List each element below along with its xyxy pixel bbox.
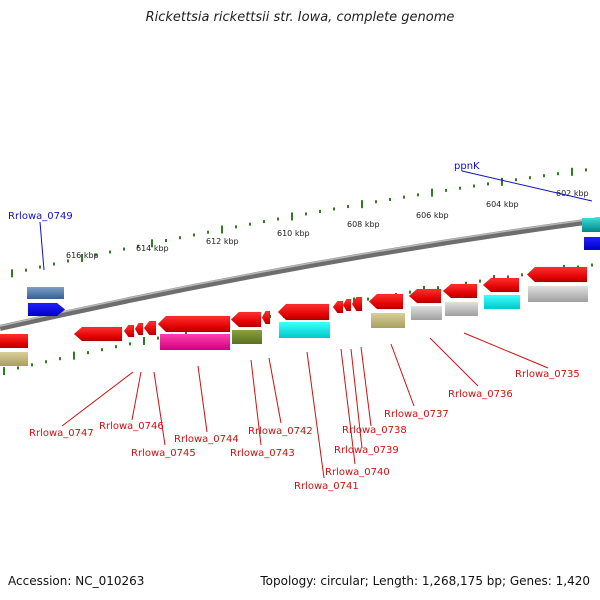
gene-feature-red [73,326,123,342]
leader-line [131,371,142,421]
gene-feature-red [0,334,28,348]
scale-tick-label: 606 kbp [416,211,449,220]
cds-feature-khaki [371,313,405,328]
cds-feature-grey [528,286,588,302]
cds-feature-grey [411,306,442,320]
gene-label: Rrlowa_0741 [294,481,359,492]
gene-feature-red [332,300,344,314]
leader-line [250,359,262,446]
leader-line [153,371,166,446]
leader-line [340,348,356,465]
leader-line [268,357,282,424]
scale-tick-label: 612 kbp [206,237,239,246]
leader-line [61,371,134,427]
leader-line [306,351,325,479]
gene-label: Rrlowa_0743 [230,448,295,459]
leader-line [39,221,45,271]
cds-feature-magenta [160,334,230,350]
leader-line [197,365,208,433]
genome-summary-text: Topology: circular; Length: 1,268,175 bp… [260,574,590,588]
gene-feature-red [143,320,157,336]
gene-feature-red [368,293,404,310]
cds-feature-cyan [484,295,520,309]
gene-label: Rrlowa_0740 [325,467,390,478]
gene-feature-red [526,266,588,283]
scale-tick-label: 604 kbp [486,200,519,209]
gene-label: Rrlowa_0736 [448,389,513,400]
gene-feature-red [261,310,271,325]
scale-labels: 616 kbp 614 kbp 612 kbp 610 kbp 608 kbp 606 k… [66,189,589,260]
gene-features [0,218,600,366]
gene-feature-red [482,277,520,293]
gene-label: Rrlowa_0747 [29,428,94,439]
gene-feature-red [277,303,330,321]
gene-feature-blue [27,302,66,317]
gene-label: Rrlowa_0742 [248,426,313,437]
gene-label: Rrlowa_0738 [342,425,407,436]
scale-tick-label: 616 kbp [66,251,99,260]
gene-label: Rrlowa_0739 [334,445,399,456]
cds-feature-steel [27,287,64,299]
leader-line [360,346,372,427]
cds-feature-teal [582,218,600,232]
cds-feature-khaki [0,352,28,366]
scale-tick-label: 608 kbp [347,220,380,229]
leader-line [390,343,415,407]
leader-line [463,332,549,369]
cds-feature-cyan [279,322,330,338]
cds-feature-grey [445,302,478,316]
gene-label: Rrlowa_0749 [8,211,73,222]
scale-tick-label: 602 kbp [556,189,589,198]
gene-labels: Rrlowa_0749 ppnK Rrlowa_0747 Rrlowa_0746 Rrl… [8,161,580,492]
gene-label: Rrlowa_0744 [174,434,239,445]
gene-label: Rrlowa_0735 [515,369,580,380]
gene-feature-red [351,296,363,312]
scale-tick-label: 614 kbp [136,244,169,253]
leader-line [350,348,363,449]
map-title: Rickettsia rickettsii str. Iowa, complet… [145,10,455,25]
gene-feature-blue [584,237,600,250]
accession-text: Accession: NC_010263 [8,574,145,588]
gene-feature-red [230,311,262,328]
gene-label: ppnK [454,161,480,172]
genome-backbone-highlight [0,217,600,327]
gene-label: Rrlowa_0737 [384,409,449,420]
leader-line [461,170,593,202]
gene-feature-red [342,298,352,312]
outer-scale-ticks [11,167,587,278]
cds-feature-olive [232,330,262,344]
gene-feature-red [134,322,144,336]
gene-feature-red [123,324,135,338]
gene-feature-red [157,315,231,333]
gene-feature-red [408,288,442,304]
scale-tick-label: 610 kbp [277,229,310,238]
gene-label: Rrlowa_0745 [131,448,196,459]
genome-backbone [0,217,600,331]
leader-line [429,337,479,387]
label-leaders [39,170,593,479]
gene-feature-red [442,283,478,299]
gene-label: Rrlowa_0746 [99,421,164,432]
